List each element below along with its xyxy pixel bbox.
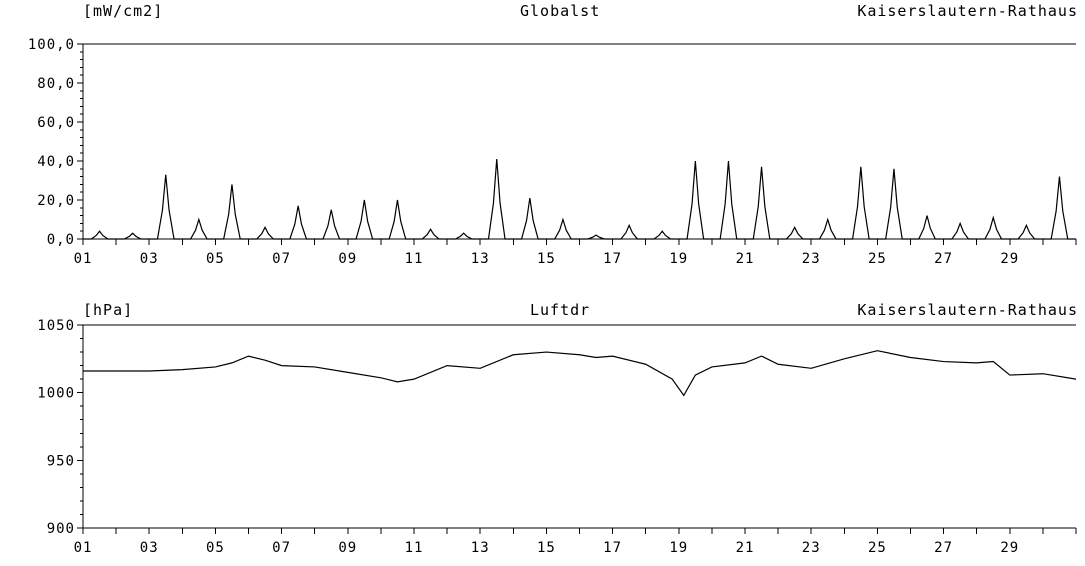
- series-line-globalstrahlung: [83, 159, 1076, 240]
- y-tick-label: 60,0: [37, 115, 75, 131]
- panel-station-label: Kaiserslautern-Rathaus: [857, 2, 1078, 20]
- x-tick-label: 01: [74, 540, 93, 556]
- x-tick-label: 25: [868, 540, 887, 556]
- x-tick-label: 29: [1000, 251, 1019, 267]
- x-tick-label: 11: [405, 251, 424, 267]
- panel-unit-label: [mW/cm2]: [83, 2, 163, 20]
- x-tick-label: 11: [405, 540, 424, 556]
- panel-unit-label: [hPa]: [83, 301, 133, 319]
- globalstrahlung-panel: [mW/cm2] Globalst Kaiserslautern-Rathaus…: [28, 2, 1078, 267]
- x-tick-label: 09: [338, 540, 357, 556]
- x-tick-label: 03: [140, 540, 159, 556]
- x-tick-label: 15: [537, 540, 556, 556]
- x-tick-label: 25: [868, 251, 887, 267]
- x-tick-label: 29: [1000, 540, 1019, 556]
- y-tick-label: 0,0: [47, 232, 75, 248]
- x-tick-label: 21: [736, 251, 755, 267]
- y-tick-label: 80,0: [37, 76, 75, 92]
- x-tick-label: 15: [537, 251, 556, 267]
- y-tick-label: 1000: [37, 386, 75, 402]
- x-tick-label: 05: [206, 540, 225, 556]
- x-tick-label: 19: [669, 540, 688, 556]
- x-tick-label: 13: [471, 251, 490, 267]
- x-tick-label: 27: [934, 540, 953, 556]
- x-tick-label: 21: [736, 540, 755, 556]
- y-tick-label: 1050: [37, 318, 75, 334]
- x-tick-label: 27: [934, 251, 953, 267]
- series-line-luftdruck: [83, 350, 1077, 397]
- y-tick-label: 100,0: [28, 37, 75, 53]
- plot-frame: [82, 43, 1076, 240]
- x-tick-label: 13: [471, 540, 490, 556]
- plot-frame: [82, 324, 1076, 529]
- x-tick-label: 09: [338, 251, 357, 267]
- x-axis: 01 03 05 07 09 11 13 15 17 19 21 23 25 27 29: [74, 528, 1077, 556]
- y-axis: 0,0 20,0 40,0 60,0 80,0 100,0: [28, 37, 83, 248]
- x-tick-label: 01: [74, 251, 93, 267]
- y-tick-label: 20,0: [37, 193, 75, 209]
- x-tick-label: 07: [272, 251, 291, 267]
- y-tick-label: 900: [47, 521, 75, 537]
- x-tick-label: 17: [603, 540, 622, 556]
- x-tick-label: 03: [140, 251, 159, 267]
- x-tick-label: 23: [802, 540, 821, 556]
- luftdruck-panel: [hPa] Luftdr Kaiserslautern-Rathaus 9009…: [37, 301, 1078, 556]
- panel-station-label: Kaiserslautern-Rathaus: [857, 301, 1078, 319]
- y-tick-label: 950: [47, 453, 75, 469]
- x-tick-label: 07: [272, 540, 291, 556]
- x-axis: 01 03 05 07 09 11 13 15 17 19 21 23 25 27 29: [74, 239, 1077, 267]
- x-tick-label: 19: [669, 251, 688, 267]
- x-tick-label: 23: [802, 251, 821, 267]
- y-tick-label: 40,0: [37, 154, 75, 170]
- y-axis: 900 950 1000 1050: [37, 318, 83, 537]
- panel-parameter-label: Luftdr: [530, 301, 590, 319]
- x-tick-label: 17: [603, 251, 622, 267]
- panel-parameter-label: Globalst: [520, 2, 600, 20]
- x-tick-label: 05: [206, 251, 225, 267]
